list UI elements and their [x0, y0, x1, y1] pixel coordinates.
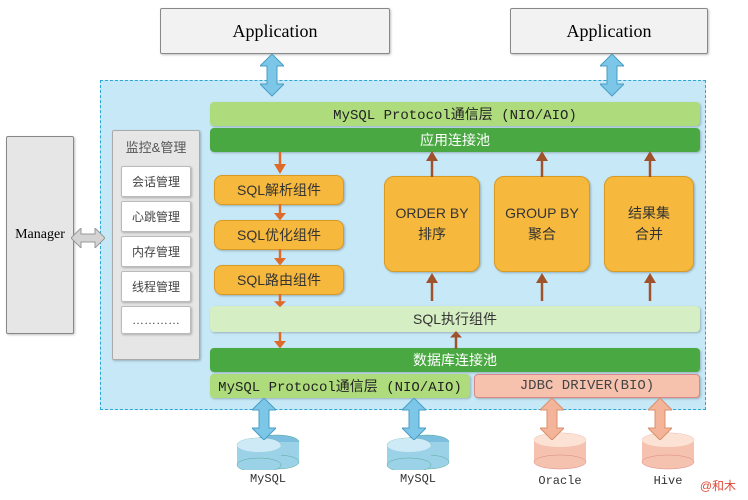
side-panel-title: 监控&管理	[113, 131, 199, 162]
arrow-up-result-bot	[644, 273, 656, 305]
arrow-up-exec-db	[450, 331, 462, 349]
sql-exec-bar: SQL执行组件	[210, 306, 700, 332]
arrow-cyl-hive	[648, 398, 672, 440]
manager-label: Manager	[15, 227, 65, 243]
arrow-up-orderby-bot	[426, 273, 438, 305]
protocol-top-bar: MySQL Protocol通信层 (NIO/AIO)	[210, 102, 700, 126]
jdbc-label: JDBC DRIVER(BIO)	[520, 378, 654, 394]
arrow-up-groupby-bot	[536, 273, 548, 305]
arrow-up-orderby-top	[426, 151, 438, 177]
arrow-cyl-mysql1	[252, 398, 276, 440]
orderby-box: ORDER BY 排序	[384, 176, 480, 272]
side-item-more: …………	[121, 306, 191, 334]
cylinder-hive-label: Hive	[628, 474, 708, 488]
side-item-heartbeat: 心跳管理	[121, 201, 191, 232]
jdbc-bar: JDBC DRIVER(BIO)	[474, 374, 700, 398]
arrow-manager	[71, 228, 105, 248]
application-right: Application	[510, 8, 708, 54]
result-label: 结果集 合并	[628, 203, 670, 245]
arrow-app-left	[260, 54, 284, 102]
result-box: 结果集 合并	[604, 176, 694, 272]
app-pool-bar: 应用连接池	[210, 128, 700, 152]
sql-opt-box: SQL优化组件	[214, 220, 344, 250]
protocol-top-label: MySQL Protocol通信层 (NIO/AIO)	[333, 104, 577, 124]
sql-route-box: SQL路由组件	[214, 265, 344, 295]
cylinder-mysql-2-label: MySQL	[378, 472, 458, 486]
sql-parse-box: SQL解析组件	[214, 175, 344, 205]
manager-box: Manager	[6, 136, 74, 334]
credit-text: @和木	[700, 477, 736, 494]
arrow-cyl-oracle	[540, 398, 564, 440]
arrow-sql-3	[274, 249, 286, 265]
arrow-up-result-top	[644, 151, 656, 177]
arrow-up-groupby-top	[536, 151, 548, 177]
application-left: Application	[160, 8, 390, 54]
arrow-app-right	[600, 54, 624, 102]
application-left-label: Application	[233, 21, 318, 42]
side-item-memory: 内存管理	[121, 236, 191, 267]
protocol-bottom-bar: MySQL Protocol通信层 (NIO/AIO)	[210, 374, 470, 398]
side-item-thread: 线程管理	[121, 271, 191, 302]
arrow-cyl-mysql2	[402, 398, 426, 440]
arrow-sql-4	[274, 294, 286, 308]
groupby-box: GROUP BY 聚合	[494, 176, 590, 272]
sql-route-label: SQL路由组件	[237, 270, 321, 290]
side-panel: 监控&管理 会话管理 心跳管理 内存管理 线程管理 …………	[112, 130, 200, 360]
application-right-label: Application	[567, 21, 652, 42]
arrow-sql-5	[274, 332, 286, 348]
app-pool-label: 应用连接池	[420, 130, 490, 150]
orderby-label: ORDER BY 排序	[395, 203, 468, 245]
db-pool-label: 数据库连接池	[413, 350, 497, 370]
sql-exec-label: SQL执行组件	[413, 309, 497, 329]
db-pool-bar: 数据库连接池	[210, 348, 700, 372]
arrow-sql-1	[274, 152, 286, 174]
side-item-session: 会话管理	[121, 166, 191, 197]
protocol-bottom-label: MySQL Protocol通信层 (NIO/AIO)	[218, 376, 462, 396]
sql-opt-label: SQL优化组件	[237, 225, 321, 245]
groupby-label: GROUP BY 聚合	[505, 203, 579, 245]
cylinder-mysql-1-label: MySQL	[228, 472, 308, 486]
arrow-sql-2	[274, 204, 286, 220]
cylinder-oracle-label: Oracle	[520, 474, 600, 488]
sql-parse-label: SQL解析组件	[237, 180, 321, 200]
